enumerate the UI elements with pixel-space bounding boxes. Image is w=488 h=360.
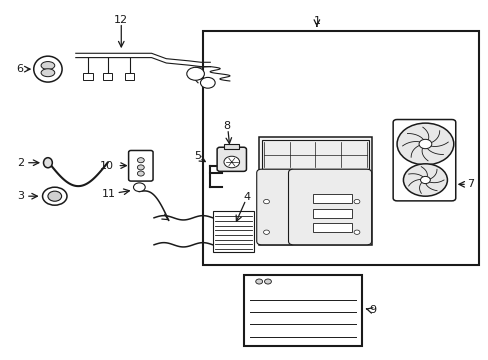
FancyBboxPatch shape (128, 150, 153, 181)
Ellipse shape (41, 62, 55, 69)
Bar (102, 73, 112, 80)
Bar (124, 73, 134, 80)
Circle shape (420, 176, 429, 184)
Circle shape (133, 183, 145, 192)
Circle shape (224, 156, 239, 168)
Text: 12: 12 (114, 15, 128, 25)
Circle shape (353, 199, 359, 204)
Circle shape (263, 199, 269, 204)
Text: 1: 1 (313, 15, 320, 26)
Circle shape (396, 123, 453, 165)
Bar (224, 144, 238, 149)
Text: 2: 2 (17, 158, 24, 168)
Circle shape (48, 191, 61, 201)
Circle shape (137, 171, 144, 176)
Circle shape (263, 230, 269, 234)
Circle shape (200, 77, 215, 88)
Ellipse shape (43, 158, 52, 168)
Text: 7: 7 (466, 179, 473, 189)
FancyBboxPatch shape (256, 169, 295, 245)
Bar (312, 223, 351, 232)
Bar (83, 73, 93, 80)
Ellipse shape (34, 56, 62, 82)
Text: 8: 8 (223, 121, 229, 131)
Circle shape (137, 158, 144, 163)
Circle shape (264, 279, 271, 284)
Circle shape (418, 139, 431, 149)
Circle shape (255, 279, 262, 284)
Circle shape (403, 164, 447, 196)
Bar (212, 211, 254, 252)
Ellipse shape (41, 69, 55, 77)
Bar (261, 140, 368, 169)
Text: 5: 5 (194, 150, 201, 161)
Text: 10: 10 (100, 161, 113, 171)
Circle shape (186, 67, 204, 80)
Circle shape (42, 187, 67, 205)
Bar (259, 137, 371, 245)
Text: 6: 6 (16, 64, 23, 74)
Bar (203, 31, 478, 265)
Text: 9: 9 (368, 305, 375, 315)
FancyBboxPatch shape (217, 147, 246, 171)
Circle shape (353, 230, 359, 234)
Bar (312, 209, 351, 218)
Circle shape (137, 165, 144, 170)
Bar (312, 194, 351, 203)
Bar (244, 275, 361, 346)
Text: 11: 11 (102, 189, 115, 199)
FancyBboxPatch shape (288, 169, 371, 245)
Text: 4: 4 (243, 192, 250, 202)
Text: 3: 3 (17, 191, 24, 201)
